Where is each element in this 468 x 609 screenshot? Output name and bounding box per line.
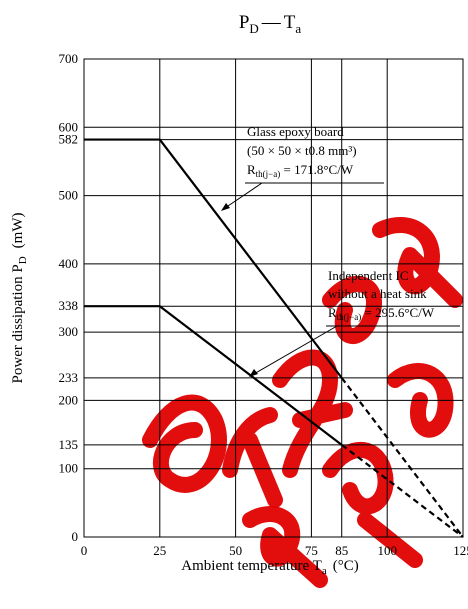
annotation-glass-epoxy: Glass epoxy board (50 × 50 × t0.8 mm³) R… (221, 124, 384, 211)
y-tick-label: 700 (59, 51, 79, 66)
annotation-independent-ic: Independent IC without a heat sink Rth(j… (249, 268, 460, 377)
y-tick-label: 500 (59, 188, 79, 203)
x-tick-label: 100 (377, 543, 397, 558)
watermark (142, 217, 463, 588)
x-tick-label: 25 (153, 543, 166, 558)
annotation-2-line-3: Rth(j−a) = 295.6°C/W (328, 305, 435, 322)
x-tick-label: 75 (305, 543, 318, 558)
chart-title: PD — Ta (239, 12, 302, 36)
x-tick-label: 85 (335, 543, 348, 558)
annotation-2-line-2: without a heat sink (328, 286, 427, 301)
annotation-1-arrow (224, 182, 263, 209)
y-axis-title: Power dissipation PD(mW) (10, 213, 29, 384)
annotation-1-line-2: (50 × 50 × t0.8 mm³) (247, 143, 357, 158)
plot-frame (83, 58, 464, 538)
y-tick-label: 300 (59, 324, 79, 339)
series-1-dashed-extension (340, 377, 464, 538)
y-tick-label: 600 (59, 119, 79, 134)
y-tick-label: 200 (59, 392, 79, 407)
series (84, 138, 464, 538)
annotation-1-arrowhead (221, 203, 230, 211)
annotation-1-line-1: Glass epoxy board (247, 124, 344, 139)
y-tick-label: 100 (59, 461, 79, 476)
y-tick-label: 233 (59, 370, 79, 385)
y-tick-label: 0 (72, 529, 79, 544)
y-tick-label: 135 (59, 437, 79, 452)
y-tick-label: 338 (59, 298, 79, 313)
y-tick-label: 582 (59, 132, 79, 147)
x-axis-title: Ambient temperature Ta (°C) (181, 558, 358, 577)
annotation-1-line-3: Rth(j−a) = 171.8°C/W (247, 162, 354, 179)
x-tick-label: 125 (453, 543, 468, 558)
x-tick-label: 50 (229, 543, 242, 558)
annotation-2-line-1: Independent IC (328, 268, 409, 283)
annotation-2-arrowhead (249, 369, 258, 377)
series-1-line (84, 138, 343, 379)
x-tick-label: 0 (81, 543, 88, 558)
series-2-dashed-extension (341, 443, 464, 538)
y-tick-label: 400 (59, 256, 79, 271)
series-2-line (84, 305, 343, 446)
annotation-2-arrow (253, 325, 338, 375)
